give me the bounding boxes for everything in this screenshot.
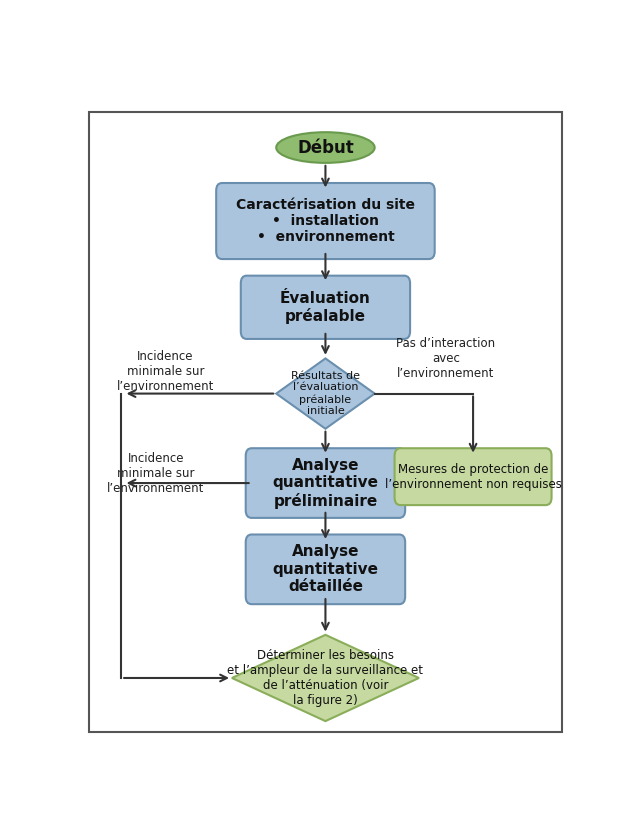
FancyBboxPatch shape bbox=[246, 448, 405, 518]
Text: Début: Début bbox=[297, 139, 354, 157]
Text: Résultats de
l’évaluation
préalable
initiale: Résultats de l’évaluation préalable init… bbox=[291, 371, 360, 417]
Text: Analyse
quantitative
détaillée: Analyse quantitative détaillée bbox=[272, 544, 378, 594]
Text: Incidence
minimale sur
l’environnement: Incidence minimale sur l’environnement bbox=[117, 349, 214, 393]
Polygon shape bbox=[276, 359, 375, 429]
Text: Pas d’interaction
avec
l’environnement: Pas d’interaction avec l’environnement bbox=[396, 337, 495, 380]
Text: Caractérisation du site
•  installation
•  environnement: Caractérisation du site • installation •… bbox=[236, 198, 415, 244]
Polygon shape bbox=[232, 635, 419, 721]
Text: Évaluation
préalable: Évaluation préalable bbox=[280, 290, 371, 324]
FancyBboxPatch shape bbox=[216, 183, 435, 259]
FancyBboxPatch shape bbox=[394, 448, 552, 505]
Text: Analyse
quantitative
préliminaire: Analyse quantitative préliminaire bbox=[272, 457, 378, 509]
Text: Mesures de protection de
l’environnement non requises: Mesures de protection de l’environnement… bbox=[385, 462, 561, 491]
FancyBboxPatch shape bbox=[246, 535, 405, 604]
FancyBboxPatch shape bbox=[241, 276, 410, 339]
Text: Incidence
minimale sur
l’environnement: Incidence minimale sur l’environnement bbox=[107, 452, 204, 495]
Text: Déterminer les besoins
et l’ampleur de la surveillance et
de l’atténuation (voir: Déterminer les besoins et l’ampleur de l… bbox=[227, 649, 424, 707]
Ellipse shape bbox=[276, 132, 375, 163]
